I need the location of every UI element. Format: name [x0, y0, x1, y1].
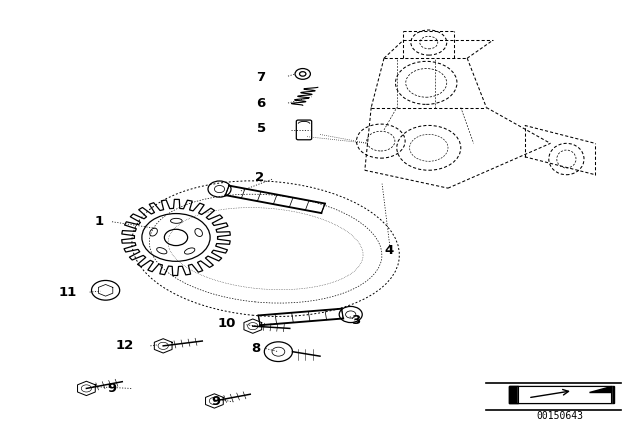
Polygon shape [518, 386, 611, 403]
Text: 5: 5 [257, 122, 266, 135]
Text: 9: 9 [212, 395, 221, 409]
Text: 2: 2 [255, 171, 264, 185]
Polygon shape [509, 386, 518, 403]
Text: 8: 8 [252, 342, 260, 355]
Text: 6: 6 [257, 96, 266, 110]
Text: 9: 9 [108, 382, 116, 396]
Text: 00150643: 00150643 [536, 411, 584, 421]
Text: 3: 3 [351, 314, 360, 327]
Text: 4: 4 [385, 244, 394, 258]
Text: 11: 11 [58, 285, 76, 299]
Text: 7: 7 [257, 71, 266, 84]
Text: 1: 1 [95, 215, 104, 228]
Polygon shape [589, 386, 611, 392]
Text: 10: 10 [218, 317, 236, 331]
Polygon shape [509, 386, 614, 403]
Text: 12: 12 [116, 339, 134, 353]
